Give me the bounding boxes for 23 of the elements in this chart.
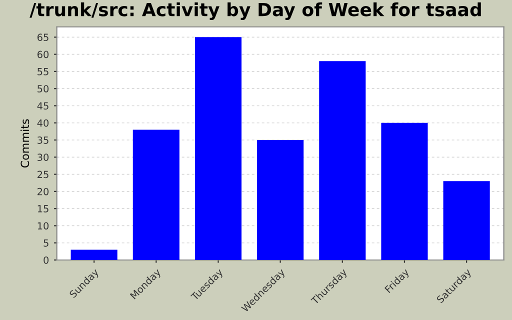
bar [443, 181, 490, 260]
y-tick-label: 50 [38, 85, 49, 92]
y-tick-label: 40 [37, 119, 49, 127]
y-tick-label: 35 [38, 136, 48, 144]
y-tick-label: 0 [44, 256, 49, 264]
y-tick-label: 45 [37, 102, 48, 110]
bar [381, 122, 428, 260]
y-tick-label: 30 [38, 154, 49, 161]
y-tick-label: 60 [38, 50, 49, 58]
y-axis-title: Commits [20, 119, 30, 168]
bar [194, 37, 242, 260]
y-tick-label: 15 [38, 205, 48, 212]
chart-title: /trunk/src: Activity by Day of Week for tsaad [30, 2, 481, 20]
bar [257, 140, 304, 260]
y-tick-label: 25 [38, 170, 48, 178]
bar [319, 61, 366, 260]
y-tick-label: 20 [38, 188, 49, 196]
bar [132, 130, 180, 260]
y-tick-label: 55 [38, 68, 48, 76]
y-tick-label: 65 [38, 34, 48, 41]
y-tick-label: 10 [38, 222, 49, 230]
bar [70, 250, 118, 260]
y-tick-label: 5 [44, 239, 48, 247]
